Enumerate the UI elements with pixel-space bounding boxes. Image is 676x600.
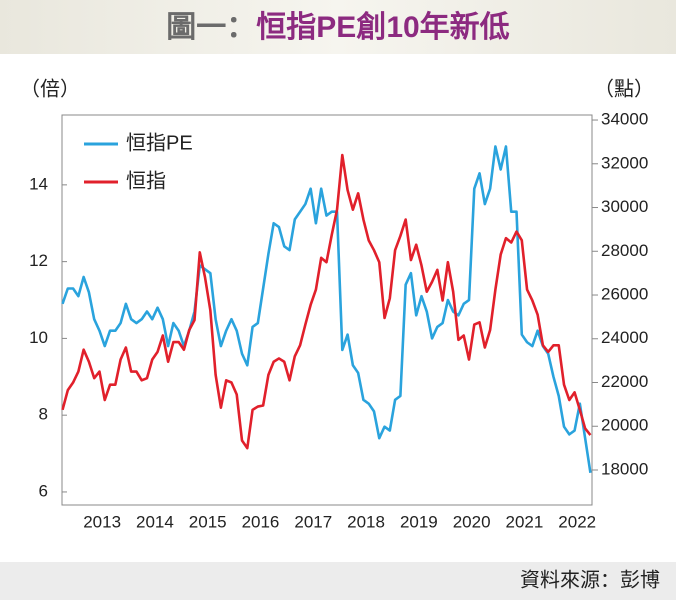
y2-tick-label: 20000 [601,416,648,435]
y2-tick-label: 30000 [601,197,648,216]
x-tick-label: 2020 [453,512,491,531]
x-tick-label: 2016 [242,512,280,531]
y2-tick-label: 24000 [601,328,648,347]
y2-tick-label: 22000 [601,372,648,391]
y2-tick-label: 28000 [601,241,648,260]
title-text: 恒指PE創10年新低 [256,11,509,44]
x-tick-label: 2018 [347,512,385,531]
y-tick-label: 10 [29,328,48,347]
x-tick-label: 2022 [558,512,596,531]
series-line [61,153,592,450]
plot-frame [61,114,593,506]
x-tick-label: 2013 [83,512,121,531]
y2-tick-label: 32000 [601,153,648,172]
x-tick-label: 2021 [506,512,544,531]
y-axis-label: （倍） [20,77,80,100]
y-tick-label: 12 [29,251,48,270]
y2-axis-label: （點） [594,77,654,100]
y2-tick-label: 34000 [601,110,648,129]
y-tick-label: 8 [39,405,48,424]
x-tick-label: 2019 [400,512,438,531]
x-tick-label: 2017 [294,512,332,531]
source: 資料來源：彭博 [520,568,660,591]
figure-label: 圖一： [166,11,256,44]
title-band [0,0,676,54]
x-tick-label: 2015 [189,512,227,531]
chart-title: 圖一：恒指PE創10年新低 [166,11,509,44]
y-tick-label: 6 [39,481,48,500]
y2-tick-label: 18000 [601,459,648,478]
legend-label: 恒指 [126,169,166,192]
source-band [0,562,676,600]
legend-label: 恒指PE [126,131,193,154]
y-tick-label: 14 [29,174,48,193]
series-line [61,145,592,473]
y2-tick-label: 26000 [601,285,648,304]
x-tick-label: 2014 [136,512,174,531]
